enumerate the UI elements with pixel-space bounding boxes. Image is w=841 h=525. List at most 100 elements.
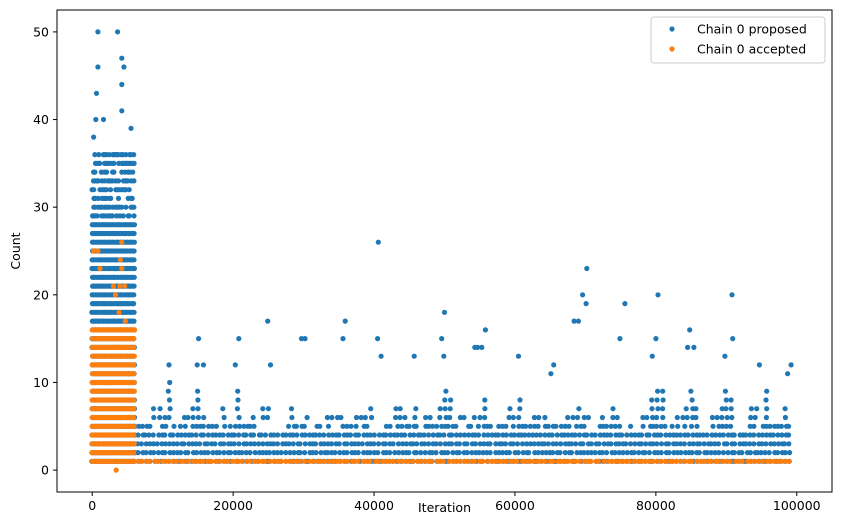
proposed-point bbox=[493, 441, 499, 447]
proposed-point bbox=[387, 432, 393, 438]
proposed-point bbox=[688, 388, 694, 394]
proposed-point bbox=[743, 432, 749, 438]
proposed-point bbox=[628, 423, 634, 429]
proposed-point bbox=[131, 301, 137, 307]
proposed-point bbox=[510, 441, 516, 447]
proposed-point bbox=[728, 423, 734, 429]
proposed-point bbox=[126, 213, 132, 219]
proposed-point bbox=[764, 388, 770, 394]
proposed-point bbox=[221, 450, 227, 456]
proposed-point bbox=[724, 441, 730, 447]
proposed-point bbox=[119, 81, 125, 88]
proposed-point bbox=[270, 441, 277, 447]
proposed-point bbox=[599, 450, 605, 456]
proposed-point bbox=[480, 450, 486, 456]
proposed-point bbox=[171, 423, 177, 429]
proposed-point bbox=[720, 432, 726, 438]
accepted-point bbox=[131, 388, 137, 394]
proposed-point bbox=[418, 450, 424, 456]
proposed-point bbox=[751, 441, 757, 447]
accepted-point bbox=[437, 458, 443, 464]
proposed-point bbox=[628, 432, 634, 438]
proposed-point bbox=[283, 432, 289, 438]
proposed-point bbox=[576, 432, 583, 438]
proposed-point bbox=[163, 423, 169, 429]
axes bbox=[56, 9, 833, 493]
proposed-point bbox=[423, 414, 429, 421]
proposed-point bbox=[107, 187, 114, 193]
y-tick-label: 0 bbox=[41, 463, 49, 478]
proposed-point bbox=[575, 318, 582, 324]
proposed-point bbox=[390, 441, 396, 447]
proposed-point bbox=[666, 450, 672, 456]
proposed-point bbox=[650, 441, 656, 447]
proposed-point bbox=[481, 441, 487, 447]
proposed-point bbox=[748, 414, 754, 421]
accepted-point bbox=[252, 458, 258, 464]
proposed-point bbox=[617, 336, 623, 342]
proposed-point bbox=[758, 450, 764, 456]
proposed-point bbox=[260, 414, 266, 421]
proposed-point bbox=[558, 441, 564, 447]
accepted-point bbox=[119, 265, 125, 272]
proposed-point bbox=[610, 406, 616, 412]
accepted-point bbox=[577, 458, 583, 464]
proposed-point bbox=[231, 432, 237, 438]
proposed-point bbox=[689, 450, 695, 456]
proposed-point bbox=[479, 344, 485, 350]
accepted-point bbox=[701, 458, 707, 464]
proposed-point bbox=[722, 353, 728, 359]
accepted-point bbox=[631, 458, 637, 464]
proposed-point bbox=[190, 414, 196, 421]
proposed-point bbox=[466, 432, 472, 438]
proposed-point bbox=[442, 441, 448, 447]
proposed-point bbox=[448, 441, 455, 447]
proposed-point bbox=[439, 336, 445, 342]
proposed-point bbox=[632, 441, 638, 447]
proposed-point bbox=[376, 441, 382, 447]
proposed-point bbox=[622, 301, 628, 307]
proposed-point bbox=[701, 441, 707, 447]
accepted-point bbox=[278, 458, 284, 464]
accepted-point bbox=[97, 265, 103, 272]
proposed-point bbox=[393, 406, 399, 412]
proposed-point bbox=[482, 397, 488, 403]
proposed-point bbox=[649, 353, 655, 359]
proposed-point bbox=[195, 414, 201, 421]
proposed-point bbox=[764, 406, 770, 412]
proposed-point bbox=[739, 450, 745, 456]
accepted-point bbox=[318, 458, 324, 464]
proposed-point bbox=[375, 450, 381, 456]
proposed-point bbox=[402, 432, 408, 438]
proposed-point bbox=[592, 432, 598, 438]
accepted-point bbox=[154, 458, 161, 464]
proposed-point bbox=[393, 414, 399, 421]
accepted-point bbox=[337, 458, 343, 464]
proposed-point bbox=[205, 432, 211, 438]
proposed-point bbox=[236, 441, 242, 447]
proposed-point bbox=[406, 423, 412, 429]
proposed-point bbox=[258, 432, 264, 438]
proposed-point bbox=[660, 388, 666, 394]
proposed-point bbox=[708, 441, 714, 447]
proposed-point bbox=[674, 414, 680, 421]
accepted-point bbox=[131, 336, 137, 342]
accepted-point bbox=[689, 458, 695, 464]
x-tick-label: 80000 bbox=[636, 498, 676, 513]
proposed-point bbox=[683, 406, 689, 412]
proposed-point bbox=[472, 441, 478, 447]
proposed-point bbox=[407, 432, 413, 438]
proposed-point bbox=[241, 423, 247, 429]
proposed-point bbox=[710, 423, 716, 429]
proposed-point bbox=[131, 248, 137, 254]
proposed-point bbox=[369, 414, 375, 421]
proposed-point bbox=[185, 450, 191, 456]
proposed-point bbox=[376, 432, 383, 438]
accepted-point bbox=[131, 441, 137, 447]
proposed-point bbox=[475, 432, 482, 438]
proposed-point bbox=[250, 414, 256, 421]
proposed-point bbox=[271, 432, 277, 438]
proposed-point bbox=[712, 441, 718, 447]
proposed-point bbox=[720, 423, 726, 429]
proposed-point bbox=[429, 450, 435, 456]
